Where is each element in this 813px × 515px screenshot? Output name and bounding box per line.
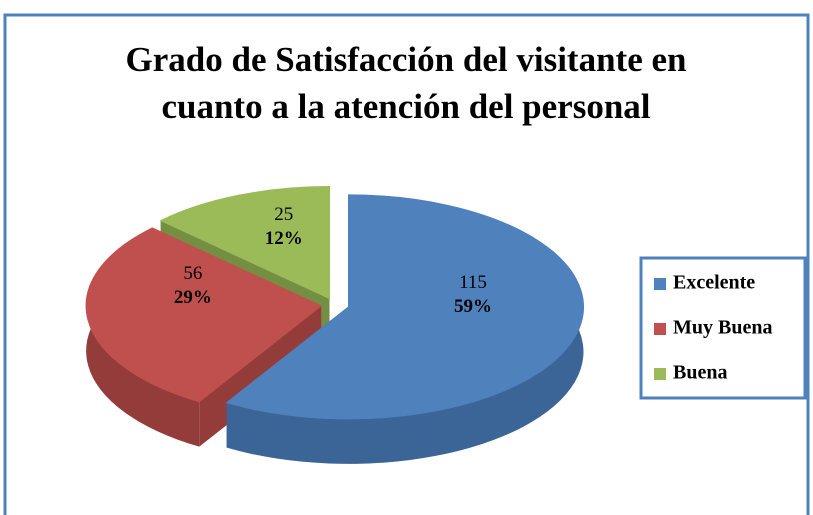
legend-label: Muy Buena: [673, 317, 772, 339]
slice: [159, 186, 331, 300]
legend-label: Excelente: [673, 272, 755, 294]
slice: [225, 194, 584, 464]
data-label: 29%: [174, 287, 212, 308]
legend: Excelente Muy Buena Buena: [654, 272, 772, 384]
legend-swatch: [654, 368, 666, 380]
legend-swatch: [654, 323, 666, 335]
data-label: 115: [459, 272, 487, 293]
pie: 115 59% 56 29% 25 12%: [85, 186, 584, 464]
slice: [85, 227, 323, 403]
chart-title: cuanto a la atención del personal: [161, 87, 650, 126]
data-label: 25: [274, 204, 293, 225]
data-label: 59%: [454, 296, 492, 317]
legend-box: [639, 256, 807, 400]
data-label: 12%: [265, 228, 303, 249]
legend-swatch: [654, 278, 666, 290]
data-label: 56: [183, 263, 202, 284]
slice: [225, 194, 584, 420]
chart-title: Grado de Satisfacción del visitante en: [126, 40, 687, 79]
legend-label: Buena: [673, 362, 727, 384]
